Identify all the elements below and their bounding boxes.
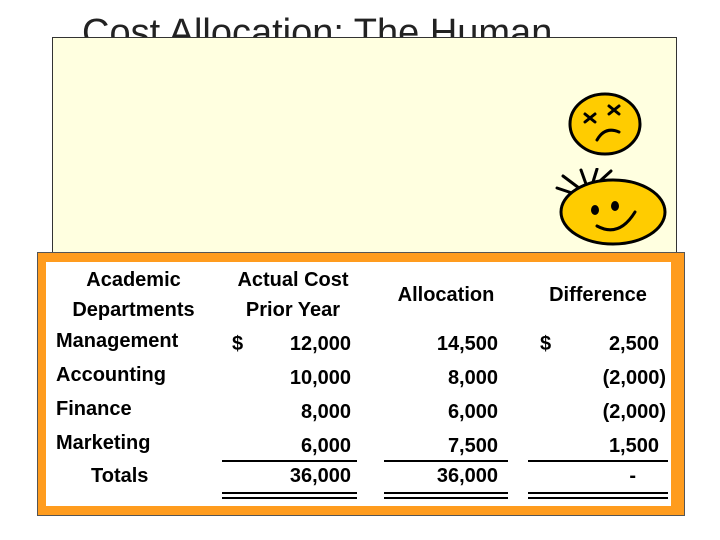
header-departments-line2: Departments [72,299,195,321]
actual-total-rule [222,460,357,462]
allocation-double-rule [384,492,508,499]
row-allocation: 14,500 [436,333,498,355]
row-difference: 2,500 [608,333,659,355]
header-allocation: Allocation [397,284,495,306]
header-actual-cost-line2: Prior Year [245,299,341,321]
row-allocation: 7,500 [447,435,498,457]
totals-label: Totals [91,465,149,487]
row-actual: 8,000 [300,401,351,423]
header-actual-cost-line1: Actual Cost [237,269,349,291]
row-department: Finance [56,398,132,420]
row-department: Accounting [56,364,166,386]
row-diff-currency: $ [540,333,552,355]
row-difference: (2,000) [602,401,666,423]
totals-actual: 36,000 [289,465,351,487]
row-difference: (2,000) [602,367,666,389]
header-difference: Difference [549,284,647,306]
difference-double-rule [528,492,668,499]
row-allocation: 6,000 [447,401,498,423]
difference-total-rule [528,460,668,462]
sad-face-icon [567,90,647,165]
row-department: Marketing [56,432,151,454]
happy-face-icon [553,167,668,258]
row-actual: 12,000 [289,333,351,355]
row-actual: 6,000 [300,435,351,457]
row-actual-currency: $ [232,333,244,355]
allocation-total-rule [384,460,508,462]
row-difference: 1,500 [608,435,659,457]
header-departments-line1: Academic [86,269,181,291]
totals-difference: - [629,465,636,487]
row-allocation: 8,000 [447,367,498,389]
allocation-table: Academic Departments Actual Cost Prior Y… [46,262,671,506]
row-actual: 10,000 [289,367,351,389]
row-department: Management [56,330,179,352]
actual-double-rule [222,492,357,499]
totals-allocation: 36,000 [436,465,498,487]
